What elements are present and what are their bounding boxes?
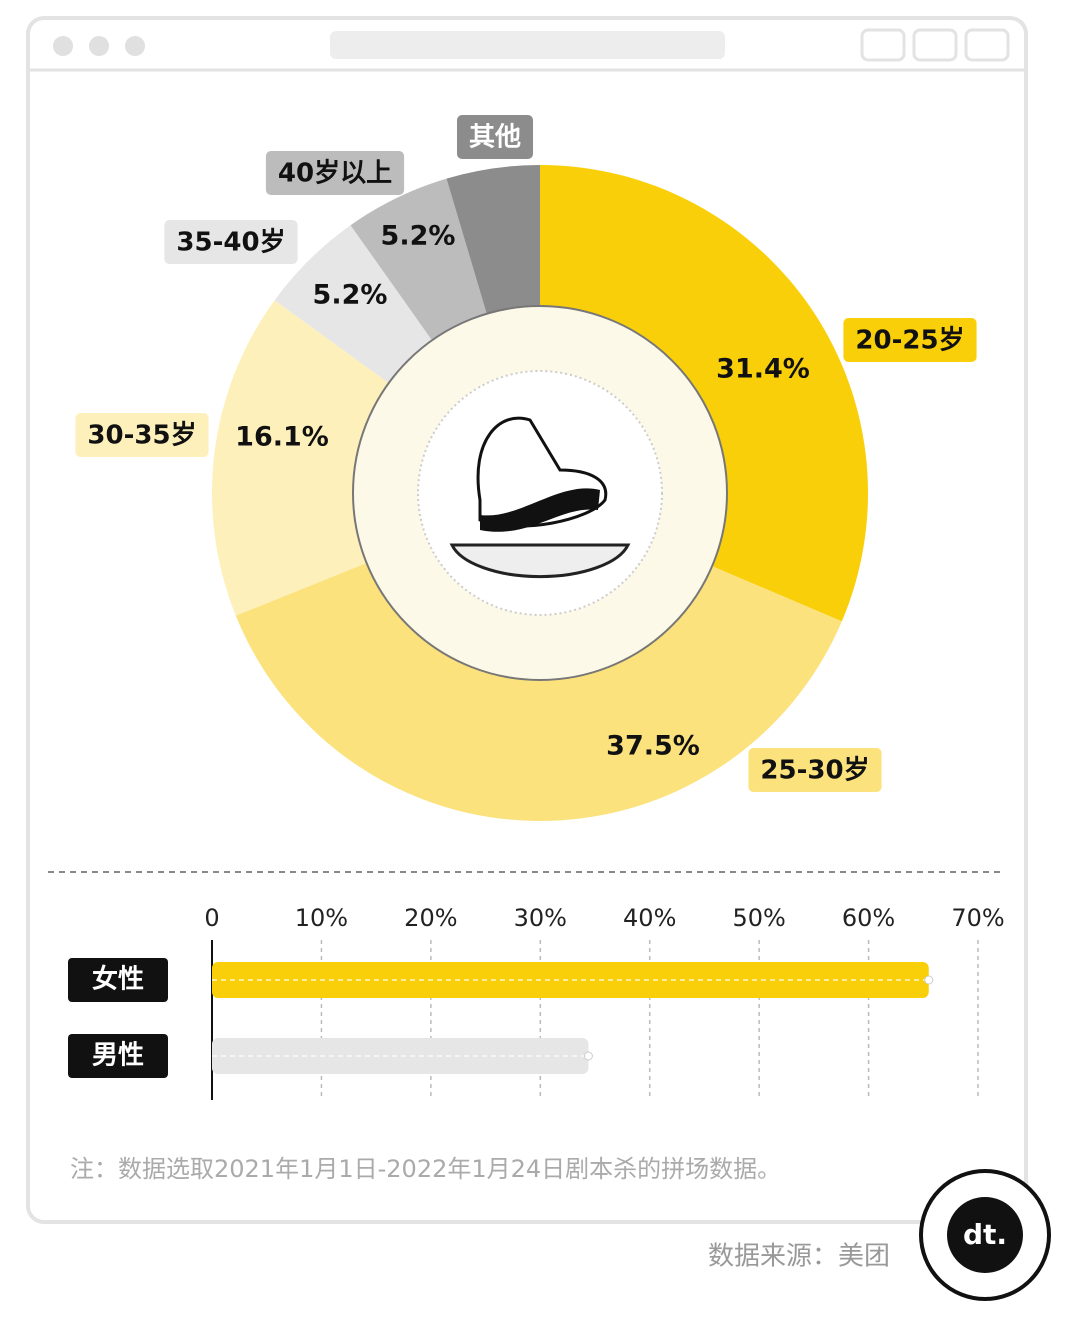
value-label: 5.2%	[313, 280, 388, 311]
window-button	[125, 36, 145, 56]
bar-end-dot	[924, 975, 934, 985]
category-label: 20-25岁	[855, 325, 964, 356]
x-tick-label: 20%	[404, 904, 457, 932]
category-tag	[164, 220, 298, 264]
category-tag	[265, 151, 405, 195]
window-button	[53, 36, 73, 56]
window-icon	[860, 28, 906, 62]
x-tick-label: 60%	[842, 904, 895, 932]
logo-text: dt.	[963, 1218, 1007, 1251]
logo	[947, 1197, 1023, 1273]
value-label: 31.4%	[716, 354, 810, 385]
bar	[212, 1038, 589, 1074]
illustration	[449, 543, 631, 579]
footnote: 注：数据选取2021年1月1日-2022年1月24日剧本杀的拼场数据。	[70, 1155, 781, 1183]
category-label: 男性	[92, 1041, 144, 1071]
category-tag	[748, 748, 882, 792]
address-bar	[330, 31, 725, 59]
category-tag	[68, 1034, 168, 1078]
window-button	[89, 36, 109, 56]
bar-end-dot	[583, 1051, 593, 1061]
value-label: 37.5%	[606, 731, 700, 762]
category-tag	[75, 413, 209, 457]
source: 数据来源：美团	[708, 1242, 890, 1272]
x-tick-label: 10%	[295, 904, 348, 932]
category-label: 女性	[92, 964, 144, 995]
value-label: 16.1%	[235, 422, 329, 453]
category-label: 35-40岁	[176, 227, 285, 258]
category-tag	[68, 958, 168, 1002]
illustration	[480, 488, 600, 532]
x-tick-label: 30%	[514, 904, 567, 932]
window-icon	[964, 28, 1010, 62]
bar	[212, 962, 929, 998]
x-tick-label: 0	[204, 904, 219, 932]
category-label: 其他	[469, 123, 521, 153]
x-tick-label: 70%	[951, 904, 1004, 932]
x-tick-label: 40%	[623, 904, 676, 932]
value-label: 5.2%	[381, 221, 456, 252]
category-tag	[456, 115, 534, 159]
category-label: 40岁以上	[278, 158, 392, 189]
category-tag	[843, 318, 977, 362]
category-label: 25-30岁	[760, 755, 869, 786]
category-label: 30-35岁	[87, 420, 196, 451]
x-tick-label: 50%	[732, 904, 785, 932]
window-icon	[912, 28, 958, 62]
